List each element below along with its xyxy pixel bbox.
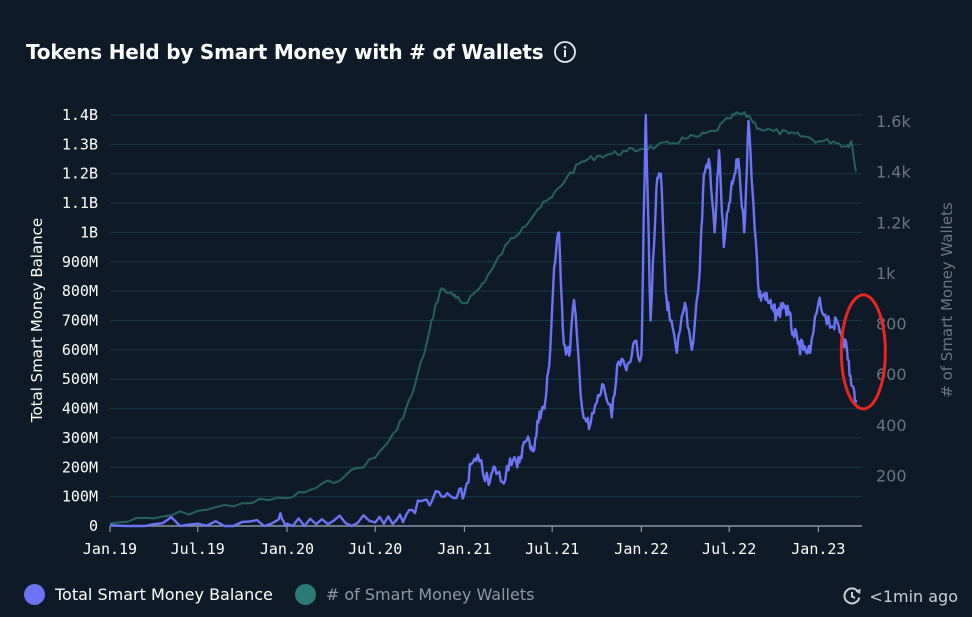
x-tick-label: Jan.20 bbox=[260, 540, 314, 558]
legend-item-balance[interactable]: Total Smart Money Balance bbox=[24, 584, 273, 605]
chart-title: Tokens Held by Smart Money with # of Wal… bbox=[26, 40, 544, 64]
series-line-wallets bbox=[109, 111, 858, 525]
x-tick-label: Jul.21 bbox=[525, 540, 579, 558]
legend-label-balance: Total Smart Money Balance bbox=[55, 585, 273, 604]
right-tick-label: 600 bbox=[876, 365, 907, 384]
info-circle-icon[interactable] bbox=[553, 40, 577, 64]
x-axis: Jan.19 Jul.19 Jan.20 Jul.20 Jan.21 Jul.21 Jan.… bbox=[83, 525, 862, 558]
x-tick-label: Jul.20 bbox=[348, 540, 402, 558]
grid bbox=[110, 114, 862, 498]
left-tick-label: 700M bbox=[62, 312, 98, 330]
x-tick-label: Jan.21 bbox=[437, 540, 491, 558]
x-tick-label: Jan.19 bbox=[83, 540, 137, 558]
left-tick-label: 500M bbox=[62, 370, 98, 388]
series bbox=[109, 111, 858, 528]
refresh-clock-icon[interactable] bbox=[841, 585, 863, 607]
legend-swatch-balance bbox=[24, 584, 45, 605]
chart-header: Tokens Held by Smart Money with # of Wal… bbox=[26, 40, 577, 64]
left-tick-label: 1.3B bbox=[62, 135, 98, 153]
right-tick-label: 1k bbox=[876, 264, 896, 283]
legend-label-wallets: # of Smart Money Wallets bbox=[325, 585, 535, 604]
y-axis-label-left: Total Smart Money Balance bbox=[28, 218, 46, 423]
left-tick-label: 0 bbox=[89, 517, 98, 535]
right-tick-label: 1.4k bbox=[876, 163, 911, 182]
x-tick-label: Jan.23 bbox=[791, 540, 845, 558]
annotations bbox=[839, 293, 887, 411]
last-updated-text: <1min ago bbox=[869, 586, 958, 606]
left-tick-label: 1.1B bbox=[62, 194, 98, 212]
left-tick-label: 400M bbox=[62, 400, 98, 418]
left-tick-label: 1.4B bbox=[62, 106, 98, 124]
left-tick-label: 800M bbox=[62, 282, 98, 300]
y-axis-label-right: # of Smart Money Wallets bbox=[938, 202, 956, 398]
legend-swatch-wallets bbox=[294, 584, 316, 605]
left-tick-label: 1.2B bbox=[62, 165, 98, 183]
right-tick-label: 1.2k bbox=[876, 213, 911, 232]
left-tick-label: 100M bbox=[62, 488, 98, 506]
left-tick-label: 600M bbox=[62, 341, 98, 359]
right-tick-label: 1.6k bbox=[876, 112, 911, 131]
x-tick-label: Jul.19 bbox=[171, 540, 225, 558]
right-tick-label: 400 bbox=[876, 416, 907, 435]
x-tick-label: Jan.22 bbox=[614, 540, 668, 558]
last-updated: <1min ago bbox=[841, 585, 958, 607]
legend-item-wallets[interactable]: # of Smart Money Wallets bbox=[294, 584, 535, 605]
legend: Total Smart Money Balance # of Smart Mon… bbox=[24, 584, 534, 605]
left-tick-label: 200M bbox=[62, 458, 98, 476]
series-line-balance bbox=[109, 113, 858, 528]
annotation-ellipse bbox=[839, 293, 887, 411]
left-axis: 0 100M 200M 300M 400M 500M 600M 700M 800M 900M 1B 1… bbox=[62, 106, 98, 535]
right-tick-label: 200 bbox=[876, 466, 907, 485]
left-tick-label: 300M bbox=[62, 429, 98, 447]
x-tick-label: Jul.22 bbox=[702, 540, 756, 558]
left-tick-label: 900M bbox=[62, 253, 98, 271]
left-tick-label: 1B bbox=[80, 223, 98, 241]
